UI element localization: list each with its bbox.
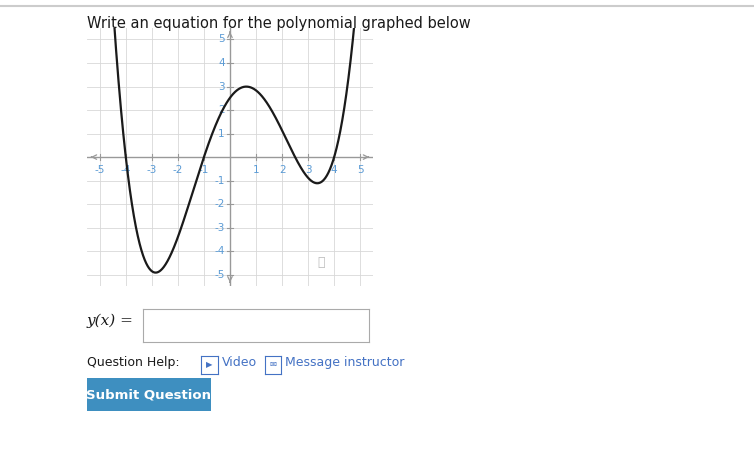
Text: 4: 4 [331,164,338,175]
Text: 4: 4 [218,58,225,68]
Text: -1: -1 [214,176,225,186]
Text: -2: -2 [214,199,225,209]
Text: 1: 1 [253,164,259,175]
Text: Question Help:: Question Help: [87,356,179,369]
Text: 🔍: 🔍 [317,256,325,269]
Text: 2: 2 [218,105,225,115]
Text: -3: -3 [146,164,157,175]
Text: 3: 3 [218,81,225,91]
Text: Message instructor: Message instructor [285,356,404,369]
Text: Write an equation for the polynomial graphed below: Write an equation for the polynomial gra… [87,16,470,31]
Text: -1: -1 [199,164,209,175]
Text: -4: -4 [121,164,131,175]
Text: y(x) =: y(x) = [87,314,133,328]
Text: 5: 5 [218,35,225,44]
Text: 3: 3 [305,164,311,175]
Text: Video: Video [222,356,257,369]
Text: Submit Question: Submit Question [87,388,211,401]
Text: -2: -2 [173,164,183,175]
Text: -5: -5 [94,164,105,175]
Text: 1: 1 [218,128,225,139]
Text: 5: 5 [357,164,363,175]
Text: -5: -5 [214,270,225,280]
Text: -3: -3 [214,223,225,233]
Text: ✉: ✉ [269,360,277,370]
Text: -4: -4 [214,246,225,256]
Text: 2: 2 [279,164,285,175]
Text: ▶: ▶ [207,360,213,370]
